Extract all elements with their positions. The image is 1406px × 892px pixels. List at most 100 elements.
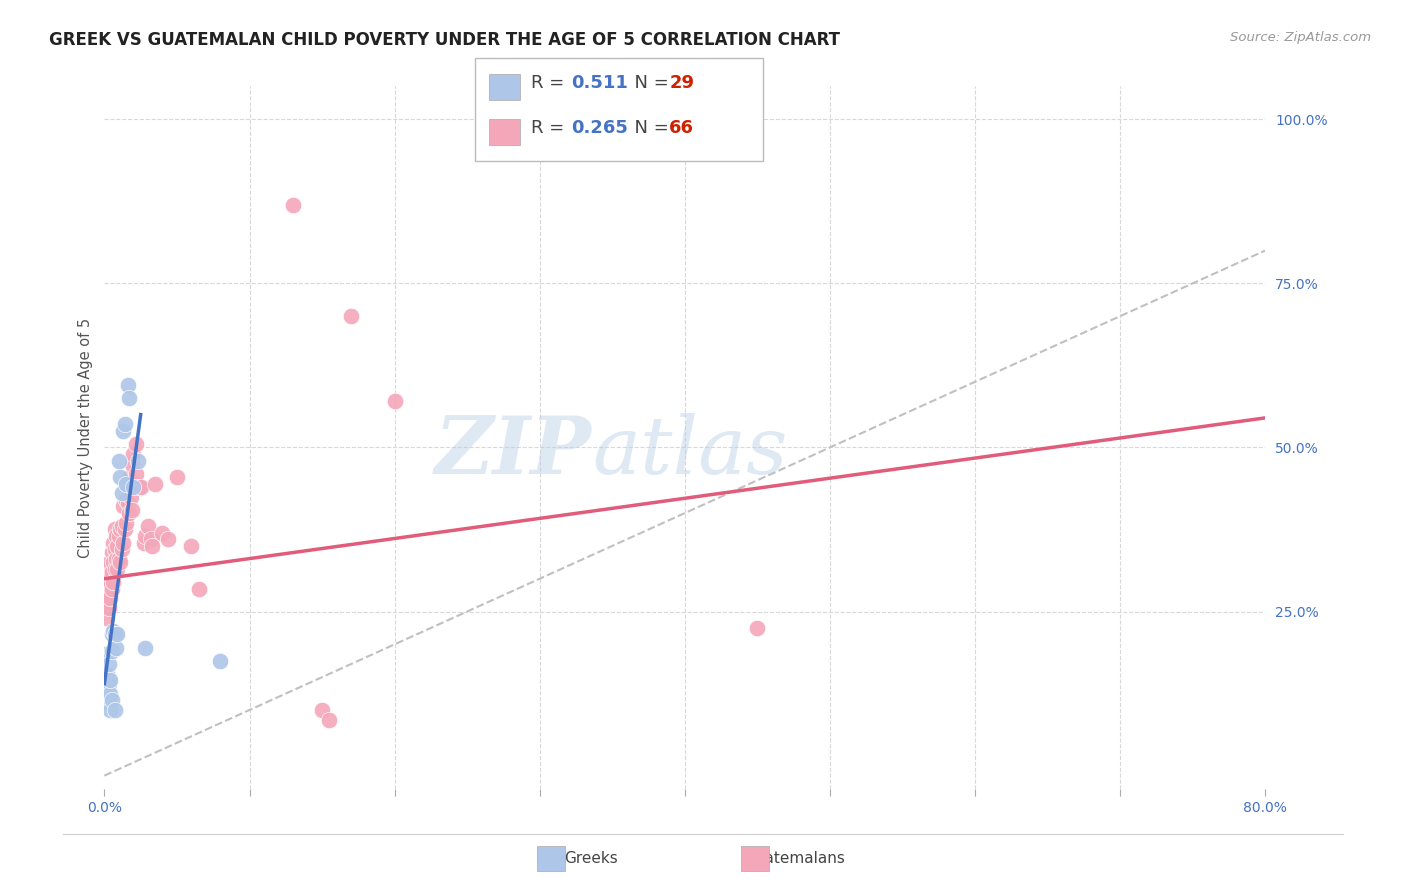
Point — [103, 562, 125, 576]
Point — [340, 309, 363, 323]
Point — [209, 654, 232, 668]
Text: GREEK VS GUATEMALAN CHILD POVERTY UNDER THE AGE OF 5 CORRELATION CHART: GREEK VS GUATEMALAN CHILD POVERTY UNDER … — [49, 31, 841, 49]
Point — [98, 703, 121, 717]
Point — [112, 535, 135, 549]
Point — [121, 502, 143, 516]
Point — [318, 713, 340, 727]
Point — [101, 574, 124, 589]
Point — [114, 417, 136, 432]
Point — [128, 480, 150, 494]
Point — [104, 552, 127, 566]
Text: 0.511: 0.511 — [571, 74, 627, 92]
Point — [97, 588, 120, 602]
Point — [157, 533, 180, 547]
Point — [96, 588, 118, 602]
Point — [100, 565, 122, 579]
Point — [132, 535, 155, 549]
Point — [111, 519, 134, 533]
Point — [110, 470, 132, 484]
Point — [187, 582, 209, 596]
Point — [115, 492, 138, 507]
Point — [100, 644, 122, 658]
Point — [100, 582, 122, 596]
Point — [97, 677, 120, 691]
Text: 29: 29 — [669, 74, 695, 92]
Point — [97, 562, 120, 576]
Point — [384, 394, 406, 409]
Point — [101, 535, 124, 549]
Point — [100, 545, 122, 559]
Text: 0.265: 0.265 — [571, 119, 627, 136]
Point — [103, 542, 125, 557]
Point — [107, 539, 129, 553]
Point — [101, 555, 124, 569]
Text: Source: ZipAtlas.com: Source: ZipAtlas.com — [1230, 31, 1371, 45]
Point — [115, 516, 138, 530]
Point — [115, 476, 138, 491]
Point — [125, 476, 148, 491]
Point — [103, 523, 125, 537]
Point — [94, 647, 117, 661]
Point — [103, 703, 125, 717]
Point — [117, 496, 139, 510]
Text: ZIP: ZIP — [434, 413, 592, 491]
Point — [96, 574, 118, 589]
Point — [108, 552, 131, 566]
Point — [97, 657, 120, 671]
Point — [98, 673, 121, 688]
Point — [108, 529, 131, 543]
Text: Greeks: Greeks — [564, 851, 617, 865]
Text: R =: R = — [531, 119, 571, 136]
Point — [112, 424, 135, 438]
Point — [747, 621, 769, 635]
Point — [100, 693, 122, 707]
Point — [112, 500, 135, 514]
Point — [134, 529, 156, 543]
Point — [96, 611, 118, 625]
Point — [134, 640, 156, 655]
Point — [127, 453, 149, 467]
Text: N =: N = — [623, 74, 675, 92]
Point — [122, 447, 145, 461]
Point — [311, 703, 333, 717]
Point — [125, 467, 148, 481]
Point — [117, 476, 139, 491]
Point — [97, 574, 120, 589]
Point — [110, 555, 132, 569]
Point — [118, 470, 141, 484]
Point — [141, 539, 163, 553]
Text: N =: N = — [623, 119, 675, 136]
Point — [136, 519, 159, 533]
Point — [117, 378, 139, 392]
Point — [111, 542, 134, 557]
Point — [281, 197, 304, 211]
Point — [143, 476, 166, 491]
Point — [98, 555, 121, 569]
Text: atlas: atlas — [592, 413, 787, 491]
Point — [101, 624, 124, 639]
Point — [98, 687, 121, 701]
Y-axis label: Child Poverty Under the Age of 5: Child Poverty Under the Age of 5 — [79, 318, 93, 558]
Point — [166, 470, 188, 484]
Point — [129, 480, 152, 494]
Point — [100, 627, 122, 641]
Point — [96, 666, 118, 681]
Point — [107, 562, 129, 576]
Point — [96, 683, 118, 698]
Point — [180, 539, 202, 553]
Point — [152, 525, 174, 540]
Point — [107, 627, 129, 641]
Point — [118, 391, 141, 405]
Point — [98, 568, 121, 582]
Point — [104, 640, 127, 655]
Point — [110, 523, 132, 537]
Point — [103, 627, 125, 641]
Point — [111, 486, 134, 500]
Point — [114, 523, 136, 537]
Point — [108, 453, 131, 467]
Text: R =: R = — [531, 74, 571, 92]
Point — [122, 476, 145, 491]
Point — [125, 437, 148, 451]
Point — [118, 506, 141, 520]
Point — [94, 598, 117, 612]
